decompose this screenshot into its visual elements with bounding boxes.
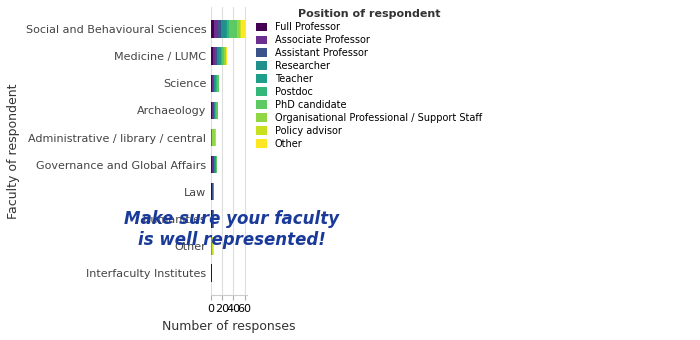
Bar [214,102,215,119]
Legend: Full Professor, Associate Professor, Assistant Professor, Researcher, Teacher, P: Full Professor, Associate Professor, Ass… [253,6,485,151]
Y-axis label: Faculty of respondent: Faculty of respondent [7,83,20,219]
Bar [212,102,214,119]
Bar [219,48,220,65]
Bar [211,20,214,38]
Bar [211,156,212,173]
Bar [222,48,225,65]
Bar [220,48,222,65]
Bar [228,20,229,38]
Bar [216,102,218,119]
Bar [229,20,237,38]
Bar [211,102,212,119]
Bar [226,20,228,38]
Bar [218,20,220,38]
Text: is well represented!: is well represented! [138,232,326,250]
Bar [215,48,216,65]
Bar [214,156,216,173]
X-axis label: Number of responses: Number of responses [162,320,296,333]
Bar [237,20,239,38]
Text: Make sure your faculty: Make sure your faculty [124,210,340,228]
Bar [211,74,212,92]
Bar [216,74,219,92]
Bar [216,48,219,65]
Bar [212,129,216,146]
Bar [213,48,215,65]
Bar [214,20,218,38]
Bar [241,20,245,38]
Bar [212,156,214,173]
Bar [239,20,241,38]
Bar [220,20,226,38]
Bar [212,74,214,92]
Bar [211,48,213,65]
Bar [214,74,216,92]
